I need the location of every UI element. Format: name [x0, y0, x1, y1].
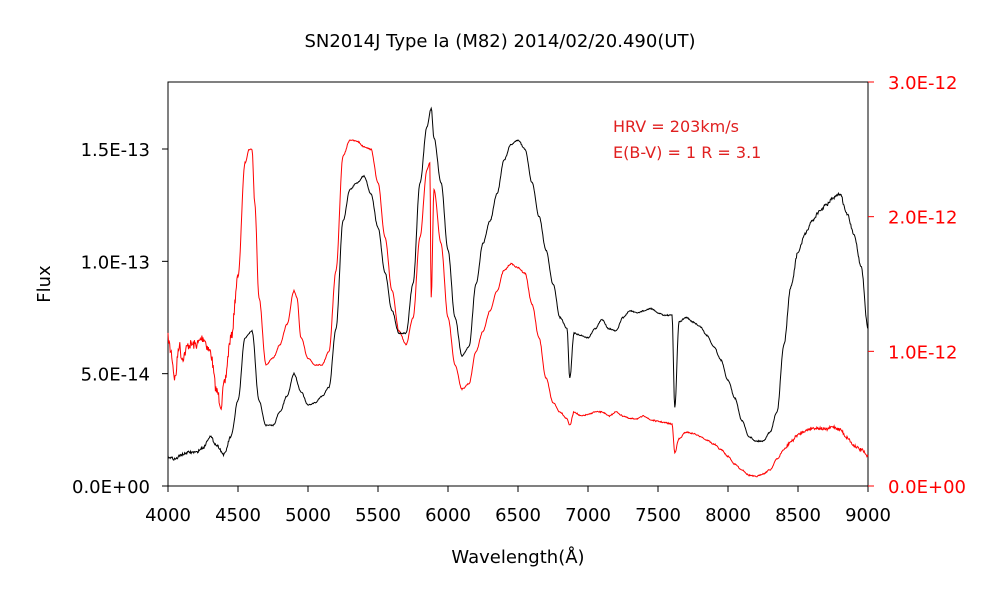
x-tick-label: 9000	[845, 505, 891, 526]
x-tick-label: 5500	[355, 505, 401, 526]
ticks-layer: 4000 4500 5000 5500 6000 6500 7000 7500 8000 8500…	[72, 73, 966, 526]
x-tick-label: 6500	[495, 505, 541, 526]
x-tick-label: 5000	[285, 505, 331, 526]
annotation-extinction: E(B-V) = 1 R = 3.1	[613, 143, 761, 162]
y-left-tick-label: 1.5E-13	[81, 140, 150, 161]
y-left-tick-label: 1.0E-13	[81, 252, 150, 273]
y-left-tick-label: 0.0E+00	[72, 477, 150, 498]
x-axis-label: Wavelength(Å)	[451, 546, 584, 568]
series-layer	[167, 106, 869, 478]
annotation-hrv: HRV = 203km/s	[613, 117, 739, 136]
y-right-tick-label: 2.0E-12	[888, 208, 957, 229]
x-tick-label: 8000	[705, 505, 751, 526]
chart-title: SN2014J Type Ia (M82) 2014/02/20.490(UT)	[304, 31, 695, 52]
y-right-tick-label: 0.0E+00	[888, 477, 966, 498]
y-left-tick-label: 5.0E-14	[81, 365, 150, 386]
series-line-observed	[167, 106, 869, 461]
series-line-dereddened	[167, 139, 869, 478]
x-tick-label: 8500	[775, 505, 821, 526]
x-tick-label: 7000	[565, 505, 611, 526]
x-tick-label: 4000	[145, 505, 191, 526]
y-axis-label: Flux	[34, 265, 55, 303]
y-right-tick-label: 3.0E-12	[888, 73, 957, 94]
y-right-tick-label: 1.0E-12	[888, 342, 957, 363]
x-tick-label: 6000	[425, 505, 471, 526]
x-tick-label: 4500	[215, 505, 261, 526]
x-tick-label: 7500	[635, 505, 681, 526]
